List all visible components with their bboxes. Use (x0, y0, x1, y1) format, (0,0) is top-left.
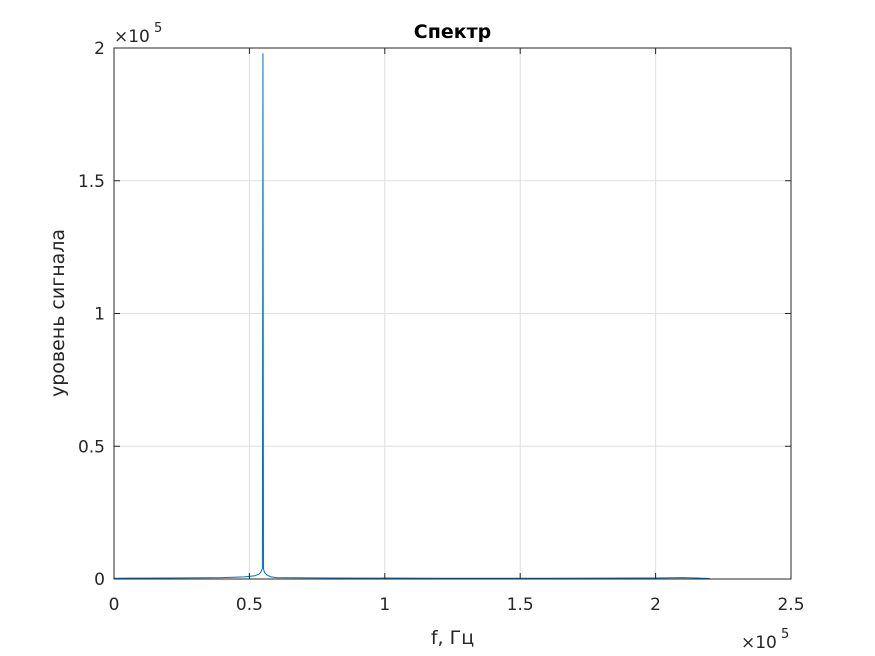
spectrum-series-line (113, 53, 710, 579)
y-axis-ticks: 0 0.5 1 1.5 2 (78, 39, 791, 590)
x-exponent-power: 5 (781, 627, 789, 642)
x-axis-label: f, Гц (431, 627, 474, 649)
y-exponent-base: ×10 (114, 27, 150, 47)
y-axis-label: уровень сигнала (47, 229, 69, 397)
x-exponent: ×10 5 (741, 627, 789, 653)
x-tick-label: 0.5 (236, 595, 263, 615)
x-tick-label: 2 (650, 595, 661, 615)
y-tick-label: 0.5 (78, 437, 105, 457)
y-tick-label: 0 (94, 570, 105, 590)
x-tick-label: 1 (379, 595, 390, 615)
y-tick-label: 2 (94, 39, 105, 59)
series-layer (113, 53, 710, 579)
chart-title: Спектр (414, 21, 491, 43)
y-tick-label: 1.5 (78, 172, 105, 192)
y-tick-label: 1 (94, 305, 105, 325)
x-tick-label: 0 (109, 595, 120, 615)
x-exponent-base: ×10 (741, 633, 777, 653)
x-tick-label: 1.5 (507, 595, 534, 615)
y-exponent-power: 5 (154, 21, 162, 36)
x-axis-ticks: 0 0.5 1 1.5 2 2.5 (109, 48, 805, 615)
y-exponent: ×10 5 (114, 21, 162, 47)
grid-lines (114, 48, 791, 579)
x-tick-label: 2.5 (777, 595, 804, 615)
